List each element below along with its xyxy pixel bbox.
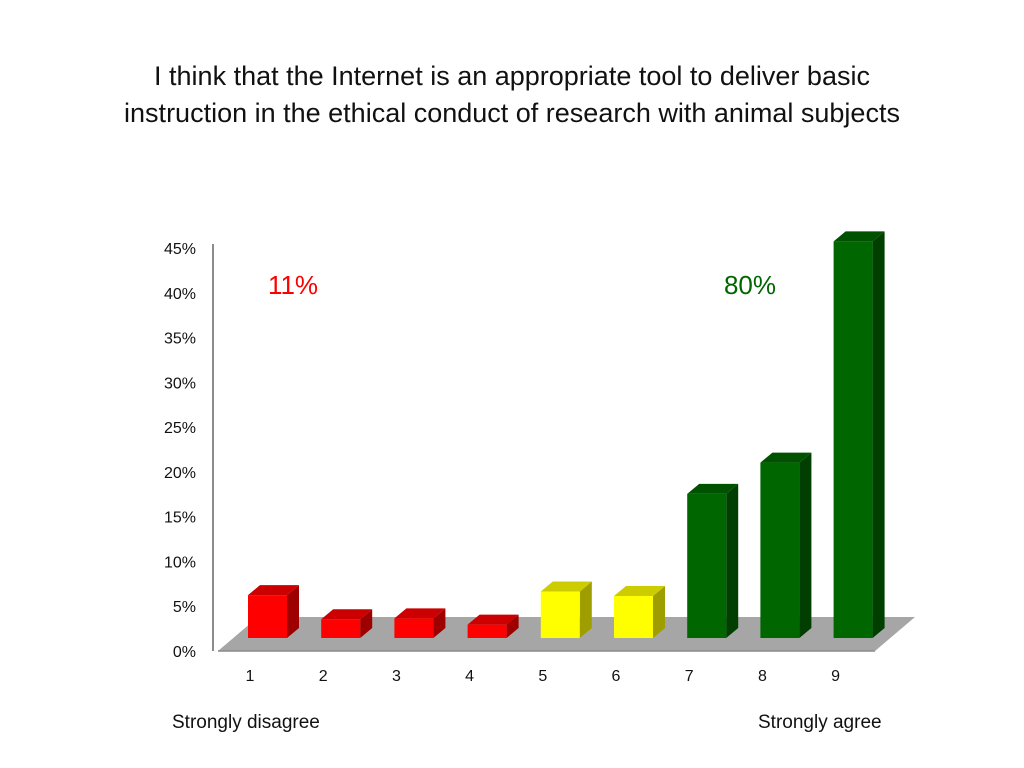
x-tick-label: 6 bbox=[612, 668, 621, 685]
bar bbox=[394, 608, 446, 638]
bar-front bbox=[540, 591, 580, 638]
bar bbox=[687, 483, 739, 638]
x-tick-label: 1 bbox=[246, 668, 255, 685]
y-tick-label: 40% bbox=[164, 286, 196, 303]
x-tick-label: 3 bbox=[392, 668, 401, 685]
y-tick-label: 10% bbox=[164, 554, 196, 571]
bar-side bbox=[579, 581, 592, 638]
bar-top bbox=[614, 586, 665, 597]
bar-side bbox=[726, 483, 739, 638]
x-tick-label: 2 bbox=[319, 668, 328, 685]
bar-front bbox=[760, 462, 800, 638]
bar bbox=[467, 614, 519, 638]
bar-top bbox=[394, 608, 446, 619]
slide-title-line-2: instruction in the ethical conduct of re… bbox=[124, 98, 900, 128]
bar-front bbox=[248, 595, 287, 638]
bar bbox=[540, 581, 592, 638]
y-tick-label: 0% bbox=[173, 644, 196, 661]
bar-front bbox=[833, 241, 873, 638]
bar-top bbox=[321, 609, 373, 620]
y-tick-label: 20% bbox=[164, 465, 196, 482]
bar-side bbox=[433, 608, 446, 638]
x-tick-label: 8 bbox=[758, 668, 767, 685]
bar-front bbox=[687, 493, 727, 638]
bar-top bbox=[467, 614, 519, 625]
bar-front bbox=[321, 619, 361, 638]
y-tick-label: 15% bbox=[164, 510, 196, 527]
y-tick-label: 35% bbox=[164, 331, 196, 348]
bar bbox=[321, 609, 373, 638]
y-tick-label: 5% bbox=[173, 599, 196, 616]
bar-side bbox=[360, 609, 373, 638]
scale-label-strongly-agree: Strongly agree bbox=[758, 712, 882, 733]
x-tick-label: 9 bbox=[831, 668, 840, 685]
bar-top bbox=[687, 483, 739, 494]
chart-bar-layer bbox=[248, 231, 885, 638]
scale-label-strongly-disagree: Strongly disagree bbox=[172, 712, 320, 733]
bar-top bbox=[760, 452, 812, 463]
bar-side bbox=[872, 231, 885, 638]
bar bbox=[760, 452, 812, 638]
bar-front bbox=[394, 618, 434, 638]
bar-top bbox=[540, 581, 592, 592]
group-percentage-label: 80% bbox=[724, 270, 776, 300]
x-tick-label: 5 bbox=[538, 668, 547, 685]
bar bbox=[248, 585, 299, 638]
chart-axis-layer: 0% 5% 10% 15% 20% 25% 30% 35% 40% 45% bbox=[164, 241, 214, 661]
bar-side bbox=[799, 452, 812, 638]
bar bbox=[614, 586, 665, 638]
slide-title: I think that the Internet is an appropri… bbox=[40, 58, 984, 132]
bar bbox=[833, 231, 885, 638]
bar-top bbox=[248, 585, 299, 596]
group-percentage-label: 11% bbox=[268, 270, 318, 300]
bar-side bbox=[287, 585, 299, 638]
x-tick-label: 4 bbox=[465, 668, 474, 685]
chart-label-layer: 1 2 3 4 5 6 7 8 9 11% 80% bbox=[246, 270, 841, 685]
slide-title-line-1: I think that the Internet is an appropri… bbox=[154, 61, 870, 91]
y-tick-label: 25% bbox=[164, 420, 196, 437]
bar-front bbox=[614, 596, 653, 638]
bar-side bbox=[653, 586, 665, 638]
bar-side bbox=[506, 614, 519, 638]
y-tick-label: 30% bbox=[164, 375, 196, 392]
bar-front bbox=[467, 624, 507, 638]
x-tick-label: 7 bbox=[685, 668, 694, 685]
y-tick-label: 45% bbox=[164, 241, 196, 258]
bar-top bbox=[833, 231, 885, 242]
